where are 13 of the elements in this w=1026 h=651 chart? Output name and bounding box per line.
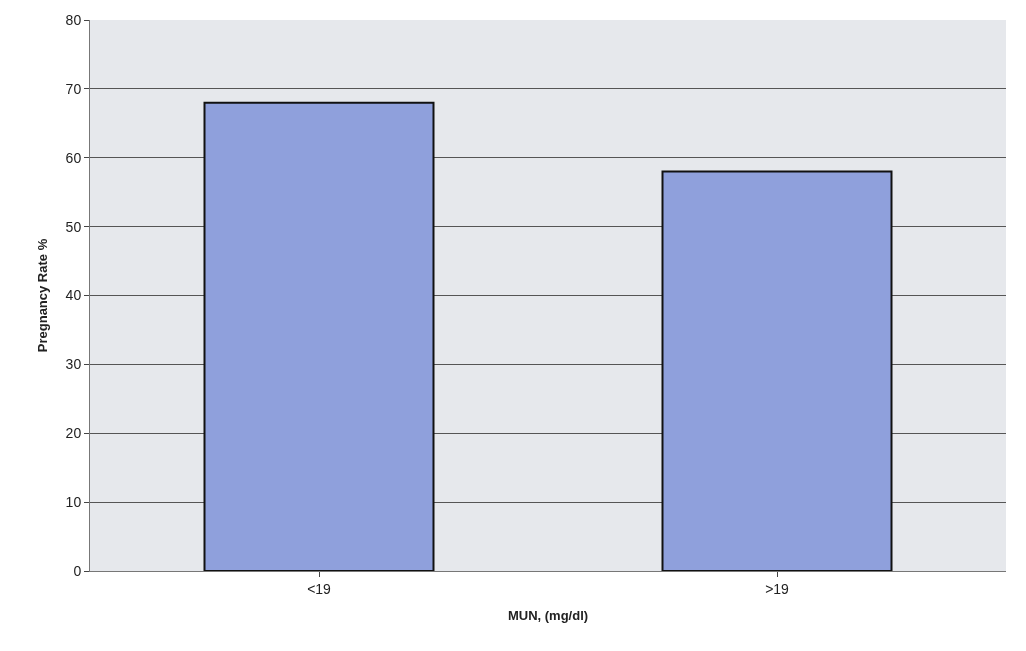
y-tick-label: 50	[65, 218, 82, 235]
y-axis-title: Pregnancy Rate %	[34, 238, 50, 353]
y-tick-label: 80	[65, 11, 82, 28]
y-tick-label: 10	[65, 494, 82, 511]
x-tick-label: >19	[765, 580, 790, 597]
y-tick-label: 70	[65, 80, 82, 97]
y-tick-label: 30	[65, 356, 82, 373]
y-tick-label: 40	[65, 287, 82, 304]
y-tick-label: 60	[65, 149, 82, 166]
x-tick-label: <19	[307, 580, 332, 597]
y-tick-label: 20	[65, 425, 82, 442]
y-tick-label: 0	[73, 562, 82, 579]
x-axis-title: MUN, (mg/dl)	[507, 608, 589, 624]
